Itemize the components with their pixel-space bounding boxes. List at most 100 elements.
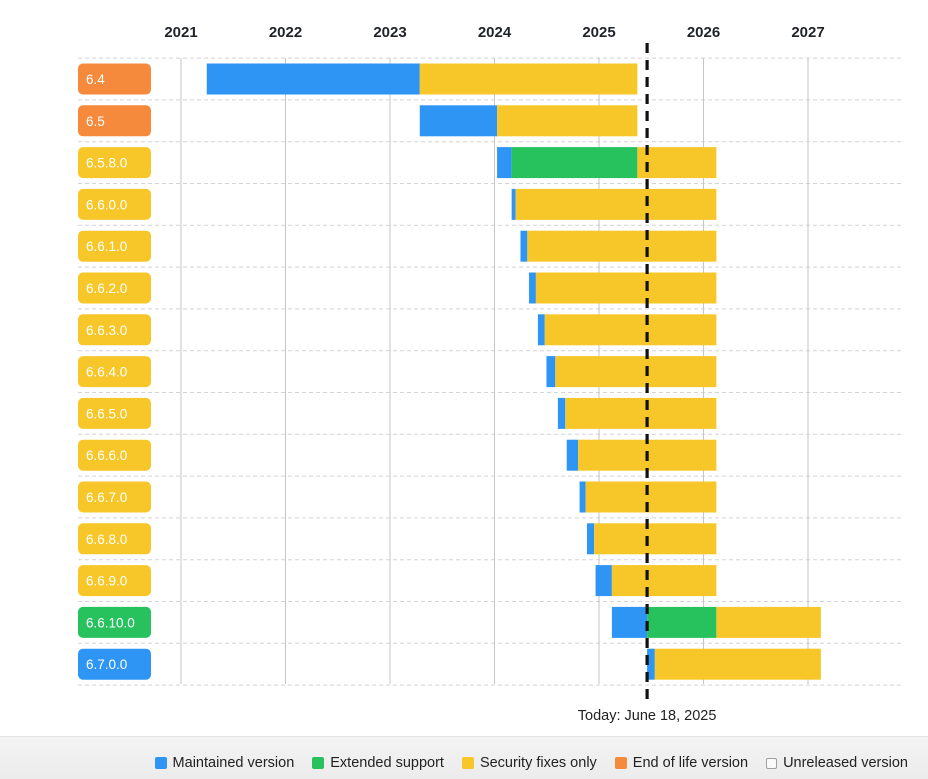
version-label: 6.6.7.0 xyxy=(86,490,127,505)
chart-legend: Maintained version Extended support Securi… xyxy=(154,755,908,771)
bar-segment-security xyxy=(654,648,821,680)
legend-label: Unreleased version xyxy=(783,755,908,771)
version-badge[interactable] xyxy=(78,439,151,471)
bar-segment-security xyxy=(527,230,717,262)
version-label: 6.6.3.0 xyxy=(86,323,127,338)
version-label: 6.4 xyxy=(86,72,105,87)
version-rows: 6.4 6.5 6.5.8.0 6.6.0.0 6.6.1.0 6.6.2.0 6.6.3.… xyxy=(78,63,821,680)
bar-segment-maintained xyxy=(579,481,586,513)
version-badge[interactable] xyxy=(78,147,151,179)
bar-segment-maintained xyxy=(529,272,536,304)
version-badge[interactable] xyxy=(78,606,151,638)
version-label: 6.6.10.0 xyxy=(86,615,135,630)
legend-swatch xyxy=(312,757,325,769)
version-badge[interactable] xyxy=(78,63,151,95)
x-tick-label: 2021 xyxy=(164,24,197,41)
legend-item-eol[interactable]: End of life version xyxy=(614,755,749,771)
bar-segment-maintained xyxy=(557,397,566,429)
version-row: 6.6.8.0 xyxy=(78,523,717,555)
version-label: 6.6.2.0 xyxy=(86,281,127,296)
bar-segment-security xyxy=(535,272,717,304)
legend-swatch xyxy=(766,757,778,769)
legend-item-security[interactable]: Security fixes only xyxy=(461,755,597,771)
version-row: 6.5.8.0 xyxy=(78,147,717,179)
bar-segment-security xyxy=(515,188,717,220)
bar-segment-maintained xyxy=(587,523,595,555)
version-label: 6.5.8.0 xyxy=(86,156,127,171)
legend-label: Maintained version xyxy=(172,755,295,771)
x-axis-ticks: 2021 2022 2023 2024 2025 2026 2027 xyxy=(164,24,824,41)
bar-segment-security xyxy=(716,606,821,638)
bar-segment-maintained xyxy=(566,439,579,471)
legend-label: End of life version xyxy=(632,755,749,771)
version-row: 6.7.0.0 xyxy=(78,648,821,680)
bar-segment-security xyxy=(497,105,638,137)
version-badge[interactable] xyxy=(78,397,151,429)
bar-segment-maintained xyxy=(206,63,420,95)
version-badge[interactable] xyxy=(78,523,151,555)
version-label: 6.7.0.0 xyxy=(86,657,127,672)
bar-segment-security xyxy=(544,314,717,346)
version-row: 6.6.2.0 xyxy=(78,272,717,304)
x-tick-label: 2025 xyxy=(582,24,615,41)
version-row: 6.6.10.0 xyxy=(78,606,821,638)
version-row: 6.6.5.0 xyxy=(78,397,717,429)
today-label: Today: June 18, 2025 xyxy=(578,708,717,724)
version-badge[interactable] xyxy=(78,648,151,680)
bar-segment-security xyxy=(637,147,717,179)
bar-segment-maintained xyxy=(611,606,648,638)
version-badge[interactable] xyxy=(78,565,151,597)
bar-segment-extended xyxy=(511,147,638,179)
bar-segment-extended xyxy=(647,606,717,638)
x-tick-label: 2024 xyxy=(478,24,512,41)
bar-segment-security xyxy=(419,63,638,95)
version-row: 6.4 xyxy=(78,63,638,95)
legend-item-maintained[interactable]: Maintained version xyxy=(154,755,295,771)
legend-swatch xyxy=(461,757,474,769)
bar-segment-security xyxy=(565,397,717,429)
grid-layer xyxy=(78,57,904,686)
version-row: 6.6.6.0 xyxy=(78,439,717,471)
release-timeline-chart: 2021 2022 2023 2024 2025 2026 2027 6.4 6.5 6.5.8… xyxy=(78,24,904,724)
x-tick-label: 2027 xyxy=(791,24,824,41)
version-badge[interactable] xyxy=(78,230,151,262)
bar-segment-maintained xyxy=(419,105,498,137)
bar-segment-maintained xyxy=(546,356,556,388)
version-label: 6.6.0.0 xyxy=(86,197,127,212)
version-badge[interactable] xyxy=(78,356,151,388)
x-tick-label: 2022 xyxy=(269,24,302,41)
bar-segment-security xyxy=(594,523,717,555)
version-badge[interactable] xyxy=(78,272,151,304)
bar-segment-maintained xyxy=(537,314,545,346)
bar-segment-maintained xyxy=(647,648,655,680)
bar-segment-maintained xyxy=(595,565,612,597)
legend-item-extended[interactable]: Extended support xyxy=(312,755,444,771)
today-marker: Today: June 18, 2025 xyxy=(578,43,717,724)
version-badge[interactable] xyxy=(78,105,151,137)
bar-segment-maintained xyxy=(497,147,512,179)
version-badge[interactable] xyxy=(78,314,151,346)
bar-segment-maintained xyxy=(520,230,528,262)
legend-item-unreleased[interactable]: Unreleased version xyxy=(766,755,908,771)
version-label: 6.6.4.0 xyxy=(86,365,127,380)
legend-swatch xyxy=(614,757,627,769)
version-row: 6.6.0.0 xyxy=(78,188,717,220)
version-label: 6.6.5.0 xyxy=(86,406,127,421)
version-badge[interactable] xyxy=(78,481,151,513)
bar-segment-security xyxy=(585,481,717,513)
version-label: 6.6.1.0 xyxy=(86,239,127,254)
legend-swatch xyxy=(154,757,167,769)
legend-bar: Maintained version Extended support Securi… xyxy=(0,736,928,779)
version-badge[interactable] xyxy=(78,188,151,220)
legend-label: Security fixes only xyxy=(479,755,597,771)
x-tick-label: 2026 xyxy=(687,24,720,41)
version-label: 6.6.8.0 xyxy=(86,532,127,547)
version-label: 6.6.9.0 xyxy=(86,574,127,589)
version-row: 6.6.9.0 xyxy=(78,565,717,597)
version-row: 6.6.1.0 xyxy=(78,230,717,262)
x-tick-label: 2023 xyxy=(373,24,406,41)
legend-label: Extended support xyxy=(330,755,444,771)
bar-segment-security xyxy=(555,356,717,388)
version-label: 6.5 xyxy=(86,114,105,129)
version-row: 6.6.4.0 xyxy=(78,356,717,388)
